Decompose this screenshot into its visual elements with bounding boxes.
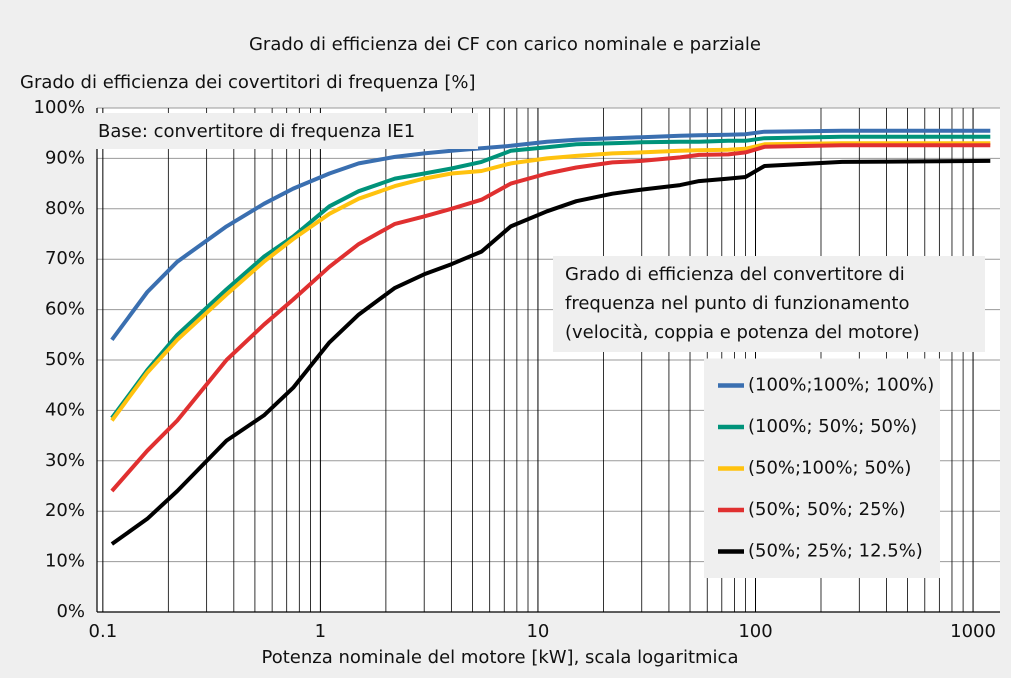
chart-title: Grado di efficienza dei CF con carico no… xyxy=(249,34,761,55)
series-line xyxy=(110,128,991,341)
y-tick-label: 70% xyxy=(45,248,85,269)
series-line xyxy=(110,143,991,493)
series-line xyxy=(110,134,991,420)
y-tick-label: 0% xyxy=(56,601,85,622)
series-line xyxy=(110,158,991,546)
y-tick-label: 100% xyxy=(34,97,85,118)
legend-label: (50%; 50%; 25%) xyxy=(748,499,906,520)
legend-label: (100%; 50%; 50%) xyxy=(748,416,917,437)
y-tick-label: 80% xyxy=(45,198,85,219)
y-tick-label: 20% xyxy=(45,500,85,521)
legend-label: (100%;100%; 100%) xyxy=(748,375,934,396)
y-axis-label: Grado di efficienza dei covertitori di f… xyxy=(20,72,475,93)
x-tick-label: 10 xyxy=(526,621,549,642)
x-tick-label: 1000 xyxy=(950,621,996,642)
y-tick-label: 10% xyxy=(45,551,85,572)
y-tick-label: 60% xyxy=(45,299,85,320)
note-line: Grado di efficienza del convertitore di xyxy=(565,264,905,285)
legend-label: (50%;100%; 50%) xyxy=(748,458,911,479)
note-line: (velocità, coppia e potenza del motore) xyxy=(565,322,920,343)
x-tick-label: 100 xyxy=(738,621,772,642)
x-tick-label: 0.1 xyxy=(89,621,118,642)
overlays: Base: convertitore di frequenza IE1 Grado… xyxy=(92,113,985,578)
series-line xyxy=(110,141,991,422)
y-tick-label: 30% xyxy=(45,450,85,471)
lines xyxy=(110,128,991,546)
y-tick-label: 90% xyxy=(45,147,85,168)
annotation-box xyxy=(92,113,478,149)
note-line: frequenza nel punto di funzionamento xyxy=(565,293,909,314)
y-tick-label: 50% xyxy=(45,349,85,370)
x-tick-label: 1 xyxy=(315,621,326,642)
legend-label: (50%; 25%; 12.5%) xyxy=(748,541,923,562)
note-box xyxy=(553,256,985,352)
x-axis-label: Potenza nominale del motore [kW], scala … xyxy=(262,647,739,668)
annotation: Base: convertitore di frequenza IE1 xyxy=(98,121,415,142)
y-tick-label: 40% xyxy=(45,399,85,420)
